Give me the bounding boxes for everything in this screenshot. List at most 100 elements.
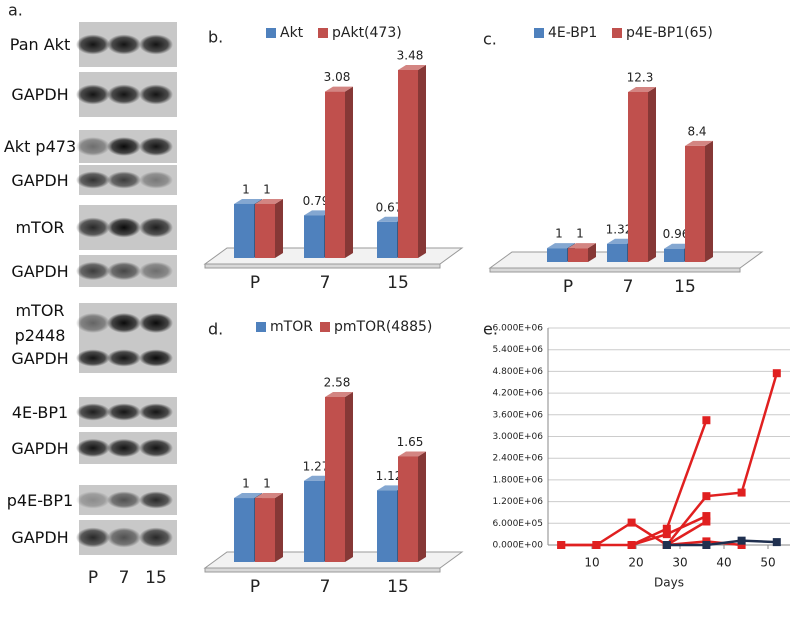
point <box>737 541 746 549</box>
blot-band <box>107 34 141 55</box>
y-tick-label: 5.400E+06 <box>493 345 544 355</box>
bar <box>325 397 345 562</box>
y-tick-label: 1.800E+06 <box>493 475 544 485</box>
blot-band <box>76 84 110 105</box>
blot-label: GAPDH <box>11 348 69 368</box>
legend-swatch <box>612 28 622 38</box>
x-axis-label: Days <box>654 576 684 590</box>
point <box>627 541 636 549</box>
value-label: 3.08 <box>324 70 351 84</box>
point <box>662 541 671 549</box>
blot-band <box>107 438 141 458</box>
legend-swatch <box>256 322 266 332</box>
x-tick-label: 7 <box>623 277 634 297</box>
blot-band <box>76 438 110 458</box>
bar <box>398 456 418 562</box>
value-label: 1 <box>263 477 271 491</box>
x-tick-label: 20 <box>628 556 643 570</box>
point <box>702 512 711 521</box>
series-line <box>666 539 777 547</box>
bar-side <box>588 243 596 262</box>
blot-label: GAPDH <box>11 438 69 458</box>
value-label: 1 <box>576 227 584 241</box>
y-tick-label: 2.400E+06 <box>493 454 544 464</box>
value-label: 1.32 <box>606 222 633 236</box>
legend-swatch <box>266 28 276 38</box>
y-tick-label: 1.200E+06 <box>493 497 544 507</box>
bar <box>685 145 705 262</box>
x-tick-label: 30 <box>672 556 687 570</box>
blot-band <box>107 137 141 156</box>
blot-label: GAPDH <box>11 170 69 190</box>
blot-band <box>107 313 141 333</box>
bar <box>304 480 324 562</box>
floor-edge <box>489 267 741 273</box>
x-tick-label: 7 <box>320 577 331 597</box>
blot-band <box>76 403 110 421</box>
blot-band <box>139 313 173 333</box>
y-tick-label: 3.600E+06 <box>493 410 544 420</box>
bar <box>325 91 345 258</box>
x-tick-label: 15 <box>387 273 409 293</box>
bar <box>398 70 418 258</box>
bar <box>255 498 275 562</box>
blot-label: Pan Akt <box>9 35 71 54</box>
legend-label: 4E-BP1 <box>548 25 597 41</box>
bar-side <box>275 198 283 258</box>
x-tick-label: 40 <box>716 556 731 570</box>
x-tick-label: 50 <box>760 556 775 570</box>
point <box>737 488 746 497</box>
blot-band <box>139 217 173 238</box>
y-tick-label: 0.000E+00 <box>493 541 544 551</box>
value-label: 1 <box>555 227 563 241</box>
bar-top <box>398 65 426 70</box>
blot-band <box>107 403 141 421</box>
blot-band <box>139 527 173 548</box>
x-tick-label: P <box>563 277 573 297</box>
legend-swatch <box>318 28 328 38</box>
bar-top <box>234 198 262 204</box>
legend-label: p4E-BP1(65) <box>626 25 713 41</box>
bar-top <box>547 243 575 249</box>
panel-label: d. <box>208 320 223 339</box>
bar <box>377 490 397 562</box>
x-tick-label: 10 <box>584 556 599 570</box>
bar-side <box>648 87 656 262</box>
blot-band <box>107 261 141 281</box>
legend-swatch <box>534 28 544 38</box>
bar-side <box>345 392 353 562</box>
lane-label: 15 <box>145 568 167 588</box>
x-tick-label: P <box>250 577 260 597</box>
bar-top <box>685 140 713 146</box>
blot-band <box>139 84 173 105</box>
x-tick-label: 15 <box>387 577 409 597</box>
bar-side <box>418 451 426 562</box>
blot-band <box>107 491 141 509</box>
panel-label: c. <box>483 30 497 49</box>
value-label: 1.12 <box>376 469 403 483</box>
panel-label: e. <box>483 320 498 339</box>
bar-side <box>705 140 713 262</box>
blot-label: GAPDH <box>11 528 69 547</box>
blot-label: 4E-BP1 <box>11 402 69 422</box>
blot-band <box>76 349 110 367</box>
y-tick-label: 3.000E+06 <box>493 432 544 442</box>
bar <box>304 215 324 258</box>
bar-side <box>275 493 283 562</box>
bar-top <box>325 86 353 92</box>
value-label: 3.48 <box>397 49 424 63</box>
bar-side <box>418 65 426 258</box>
x-tick-label: P <box>250 273 260 293</box>
blot-label: mTOR <box>15 218 65 237</box>
bar <box>377 221 397 258</box>
value-label: 8.4 <box>687 124 706 138</box>
y-tick-label: 6.000E+06 <box>493 324 544 334</box>
bar <box>234 203 254 258</box>
panel-label: a. <box>8 1 23 20</box>
blot-band <box>76 261 110 281</box>
legend-label: mTOR <box>270 319 313 335</box>
legend-label: Akt <box>280 25 304 41</box>
blot-band <box>76 491 110 509</box>
bar <box>607 243 627 262</box>
bar <box>628 92 648 262</box>
